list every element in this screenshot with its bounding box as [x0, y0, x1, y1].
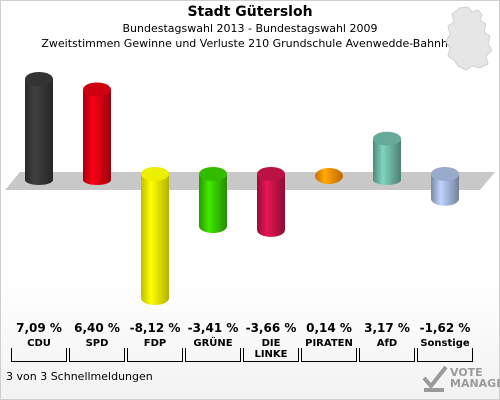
checkmark-ballot-icon [422, 365, 448, 392]
value-label: 0,14 % [306, 321, 352, 335]
value-label: 3,17 % [364, 321, 410, 335]
category-label: Sonstige [420, 338, 470, 349]
value-label: -3,41 % [187, 321, 239, 335]
category-bracket [301, 348, 357, 362]
baseline-band [5, 172, 495, 190]
chart-subtitle: Bundestagswahl 2013 - Bundestagswahl 200… [122, 22, 378, 35]
category-label: GRÜNE [193, 338, 233, 349]
category-bracket [417, 348, 473, 362]
logo-line1: VOTE [450, 366, 483, 379]
value-label: -1,62 % [419, 321, 471, 335]
category-label: FDP [143, 338, 167, 349]
category-bracket [185, 348, 241, 362]
value-label: -8,12 % [129, 321, 181, 335]
category-label: PIRATEN [305, 338, 353, 349]
category-label: DIE LINKE [254, 338, 288, 360]
category-bracket [243, 348, 299, 362]
value-label: 7,09 % [16, 321, 62, 335]
chart-subtitle-detail: Zweitstimmen Gewinne und Verluste 210 Gr… [41, 37, 459, 50]
bar-cdu [25, 72, 53, 185]
category-label: CDU [27, 338, 51, 349]
logo-text: VOTE MANAGER [450, 367, 500, 389]
bar-sonstige [431, 167, 459, 206]
bar-afd [373, 131, 401, 185]
footer-status: 3 von 3 Schnellmeldungen [6, 370, 153, 383]
germany-map-icon [445, 6, 493, 71]
bar-grüne [199, 167, 227, 234]
category-label: SPD [85, 338, 109, 349]
vote-manager-logo: VOTE MANAGER [422, 362, 500, 394]
logo-line2: MANAGER [450, 377, 500, 390]
category-bracket [69, 348, 125, 362]
value-label: 6,40 % [74, 321, 120, 335]
category-bracket [11, 348, 67, 362]
category-bracket [359, 348, 415, 362]
value-label: -3,66 % [245, 321, 297, 335]
bar-die-linke [257, 167, 285, 237]
category-bracket [127, 348, 183, 362]
category-label: AfD [376, 338, 398, 349]
chart-title: Stadt Gütersloh [187, 4, 313, 20]
bar-fdp [141, 167, 169, 305]
bar-piraten [315, 168, 343, 184]
bar-spd [83, 82, 111, 185]
